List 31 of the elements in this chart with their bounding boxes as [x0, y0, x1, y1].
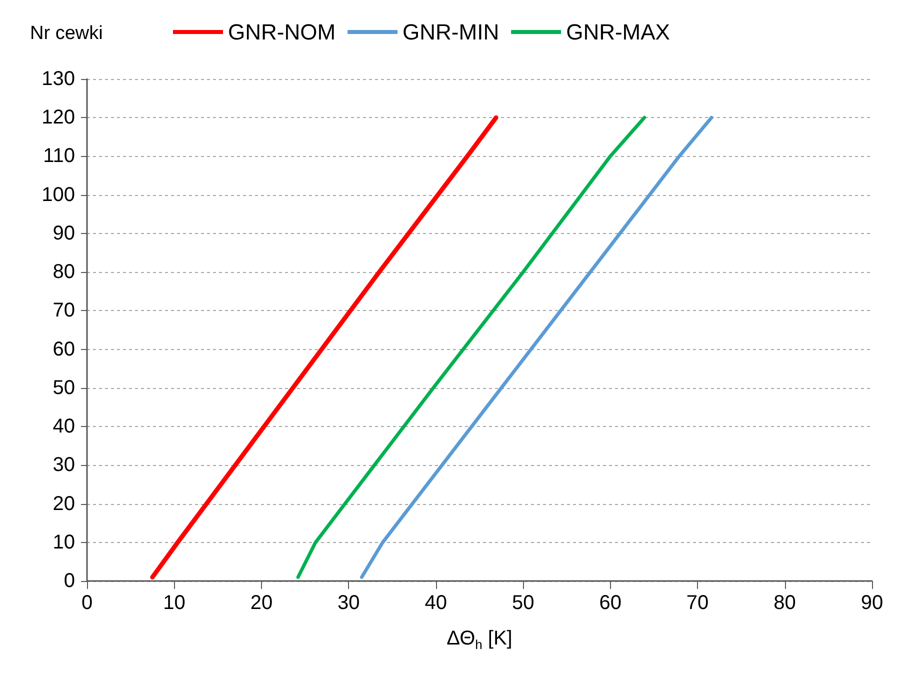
line-series	[296, 116, 646, 579]
y-tick-label: 120	[42, 106, 75, 129]
legend-label: GNR-MIN	[402, 20, 500, 44]
y-tick-label: 40	[52, 416, 75, 438]
legend-label: GNR-NOM	[228, 20, 336, 44]
y-axis-title: Nr cewki	[30, 23, 103, 44]
x-tick-label: 20	[250, 592, 273, 614]
line-series	[150, 115, 498, 580]
y-tick-label: 10	[52, 531, 75, 554]
y-tick-label: 130	[42, 68, 75, 90]
y-tick-label: 20	[52, 492, 75, 515]
x-tick-label: 50	[512, 592, 534, 614]
y-tick-label: 110	[43, 145, 75, 168]
y-tick-label: 50	[52, 376, 75, 399]
x-tick-label: 80	[774, 592, 796, 614]
y-tick-label: 0	[64, 570, 75, 592]
x-tick-label: 70	[686, 592, 709, 614]
x-tick-label: 60	[599, 592, 622, 614]
y-tick-label: 90	[52, 222, 75, 244]
y-tick-label: 80	[52, 261, 75, 284]
x-tick-label: 30	[338, 592, 360, 614]
x-tick-label: 0	[81, 592, 93, 614]
x-tick-label: 10	[163, 592, 186, 614]
line-series	[360, 116, 714, 579]
y-tick-label: 60	[52, 338, 75, 360]
y-tick-label: 100	[42, 184, 75, 206]
y-tick-label: 30	[52, 454, 75, 476]
legend-label: GNR-MAX	[566, 20, 670, 44]
x-tick-label: 90	[860, 592, 884, 614]
y-tick-label: 70	[52, 300, 75, 322]
x-tick-label: 40	[424, 592, 448, 614]
